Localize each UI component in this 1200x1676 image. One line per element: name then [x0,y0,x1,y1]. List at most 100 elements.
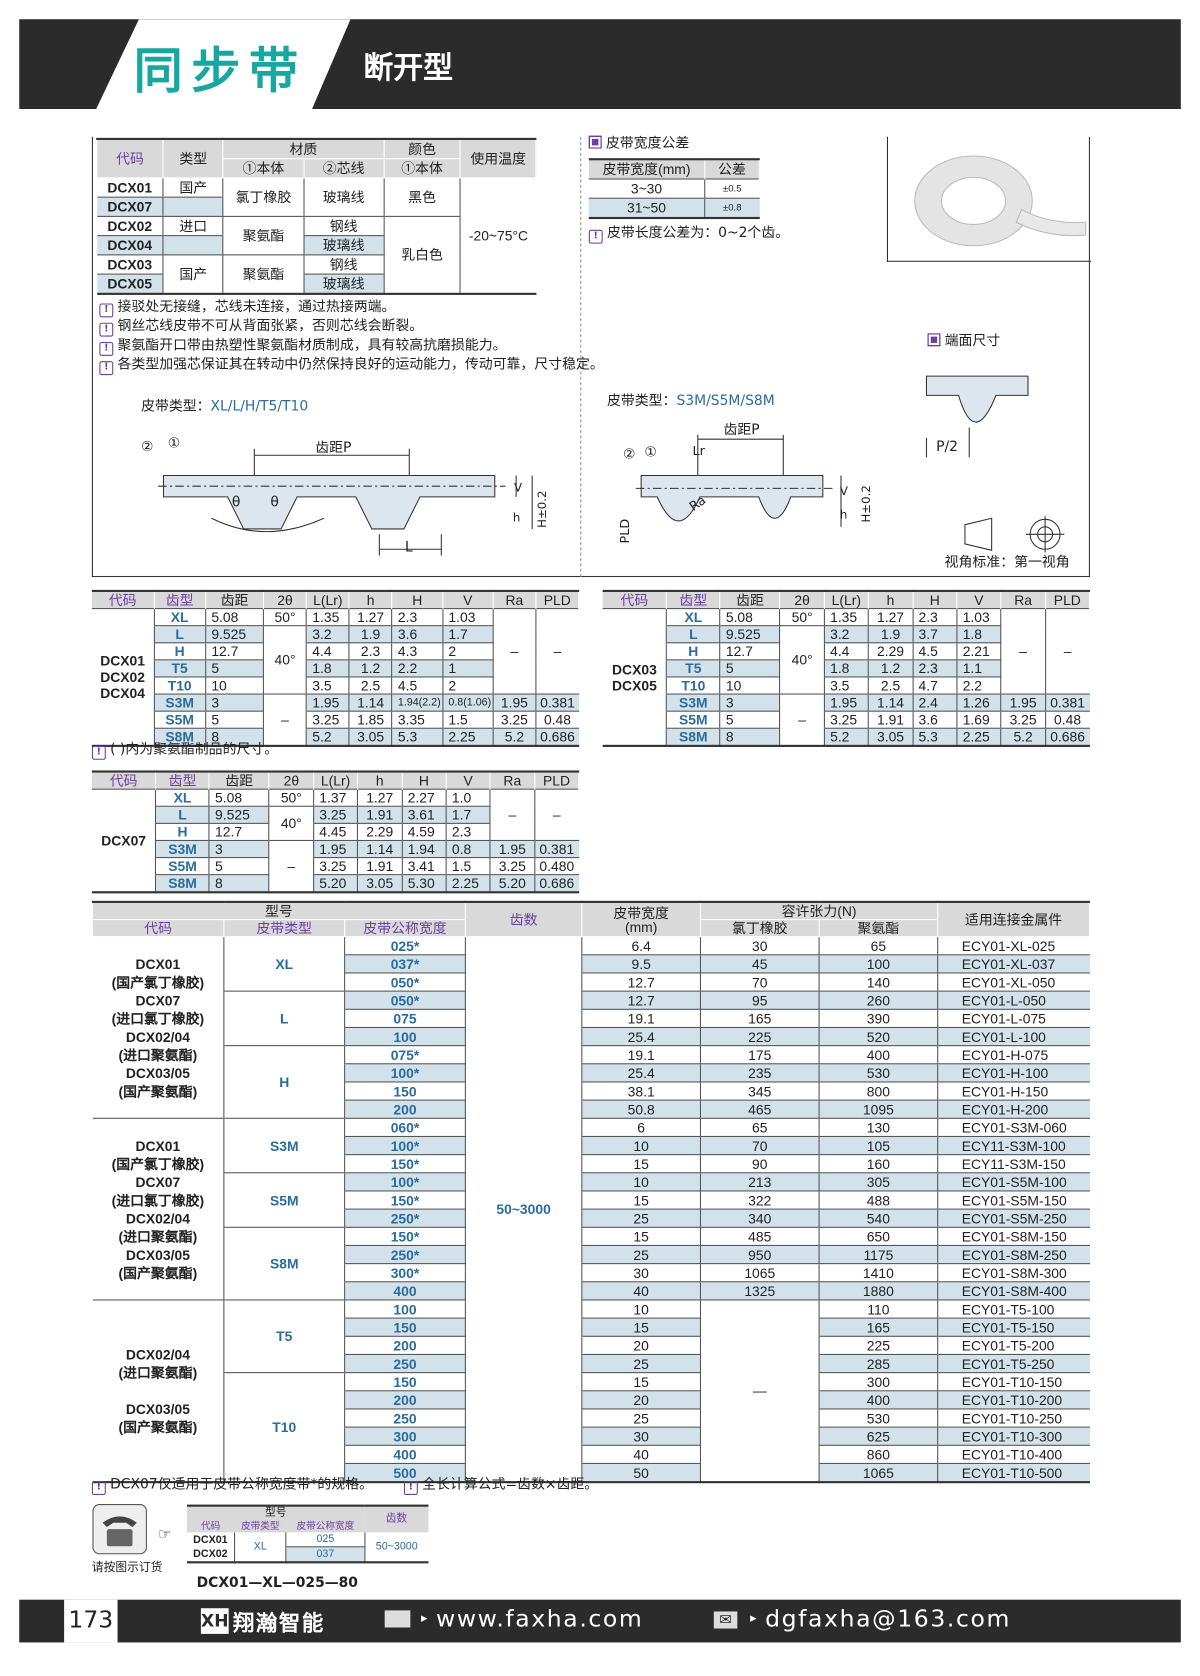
table-cell: 2.27 [401,788,447,807]
table-cell: S5M [155,857,210,875]
theta-label-2: θ [270,494,279,511]
table-cell: 0.8 [445,839,491,858]
pitch-label: 齿距P [723,422,760,439]
table-cell: 15 [581,1154,701,1173]
table-cell: 1.27 [867,608,913,626]
table-cell: 9.525 [719,625,781,643]
cell-width: 037 [285,1546,365,1563]
table-cell: 200 [344,1099,466,1119]
col-code: 代码 [187,1519,235,1533]
table-cell: 1065 [818,1462,938,1483]
order-example-code: DCX01—XL—025—80 [196,1575,358,1592]
table-cell: 65 [818,936,938,955]
col-header: H [391,590,444,609]
col-header: H [912,590,958,609]
table-cell: 4.5 [391,676,443,695]
table-cell: 150 [344,1081,466,1101]
table-cell: 1.14 [348,693,392,712]
table-cell: 3.25 [312,857,358,875]
table-cell: 3.2 [305,625,350,643]
table-cell: ECY01-T5-250 [937,1353,1090,1373]
cell: ±0.8 [704,197,760,218]
table-cell: T5 [223,1299,345,1373]
website-link[interactable]: www.faxha.com [435,1606,644,1633]
table-row: DCX03 国产 聚氨酯 钢线 [96,254,536,295]
table-cell: XL [155,788,210,807]
table-cell: 15 [581,1190,701,1210]
lr-label: Lr [692,443,705,459]
table-cell: 200 [344,1390,466,1409]
table-cell: 45 [699,954,820,973]
table-cell: 5.08 [204,608,264,626]
table-row: L 050* 12.7 95 260 ECY01-L-050 [92,990,1090,1046]
table-cell: 10 [581,1299,701,1319]
table-cell: 25 [581,1244,701,1264]
table-cell: 150 [344,1317,466,1337]
col-header: 齿距 [205,590,265,609]
table-cell: 5.2 [823,727,869,746]
table-cell: 2 [441,676,494,695]
table-cell: 1095 [818,1099,938,1119]
table-cell: – [492,608,536,695]
table-cell: 3.6 [912,710,957,729]
table-row: S3M 3–1.95 1.14 1.94 0.8 1.95 0.381 [91,839,579,893]
warning-icon: ! [588,229,603,244]
table-cell: XL [223,936,345,992]
table-cell: 300* [344,1263,466,1282]
table-cell: 345 [699,1081,820,1101]
table-cell: 2.2 [956,676,1002,695]
material-table: 代码 类型 材质 颜色 使用温度 ①本体 ②芯线 ①本体 DCX01 国产 氯丁橡胶… [96,137,537,295]
length-tolerance-note: ! 皮带长度公差为：0~2个齿。 [588,224,789,244]
table-cell: ECY01-T10-400 [937,1444,1090,1464]
phone-icon [92,1504,147,1555]
email-link[interactable]: dgfaxha@163.com [765,1606,1011,1633]
col-tension: 容许张力(N) [699,901,939,921]
table-cell: 060* [344,1117,466,1137]
arrow-icon: ▸ [421,1610,428,1626]
table-cell: 140 [818,972,938,992]
table-row: DCX01 国产 氯丁橡胶 玻璃线 黑色 -20~75°C [96,177,536,295]
table-cell: 5 [204,710,264,729]
table-cell: 50.8 [581,1099,701,1119]
h-label: h [512,510,521,525]
table-cell: XL [153,608,206,626]
table-row: S3M 3–1.95 1.14 1.94(2.2) 0.8(1.06) 1.95 0.381 [91,693,579,746]
table-cell: 5.3 [912,727,957,746]
arrow-icon: ▸ [750,1610,757,1626]
width-tolerance-title-text: 皮带宽度公差 [605,135,690,152]
table-cell: 2.3 [445,822,491,841]
table-cell: 1.0 [445,788,491,807]
table-cell: 4.4 [823,642,869,660]
table-cell: 6.4 [581,936,701,955]
table-cell: 15 [581,1372,701,1391]
col-width: 皮带宽度(mm) [588,159,706,179]
table-cell: 150 [344,1372,466,1391]
table-cell: 黑色 [383,177,461,217]
table-cell: 200 [344,1335,466,1355]
col-header: V [442,590,494,609]
trapezoid-tooth-diagram [158,448,533,556]
warning-icon: ! [91,1481,106,1495]
table-row: DCX03 DCX05 XL 5.08 50° 1.35 1.27 2.3 1.03– – [602,608,1090,746]
table-cell: 1.37 [312,788,358,807]
note-item: ! 各类型加强芯保证其在转动中仍然保持良好的运动能力，传动可靠，尺寸稳定。 [99,356,604,376]
table-cell: 25.4 [581,1063,701,1082]
table-cell: 40 [581,1281,701,1300]
table-row: S5M 5 3.25 1.91 3.6 1.69 3.25 0.48 [603,710,1090,729]
table-cell: 5 [204,659,264,677]
table-cell: 1.95 [489,839,535,858]
table-cell: 3.5 [305,676,350,695]
table-cell: 8 [208,874,270,893]
table-cell: 0.48 [535,710,579,729]
note-item: ! 聚氨酯开口带由热塑性聚氨酯材质制成，具有较高抗磨损能力。 [99,337,603,356]
table-cell: 250 [344,1408,466,1428]
table-cell: 1.03 [441,608,494,626]
col-header: H [401,771,447,790]
table-row: DCX01 DCX02 DCX04 XL 5.08 50° 1.35 1.27 2.3 1.0… [91,608,579,746]
col-header: PLD [1045,590,1090,609]
width-tolerance-title: 皮带宽度公差 [588,135,690,154]
table-row: 150* 15 90 160 ECY11-S3M-150 [92,1154,1090,1173]
table-cell: 225 [818,1335,938,1355]
table-cell: 1.26 [956,693,1002,712]
table-row: DCX01 (国产氯丁橡胶) DCX07 (进口氯丁橡胶) DCX02/04 (… [92,1117,1090,1300]
